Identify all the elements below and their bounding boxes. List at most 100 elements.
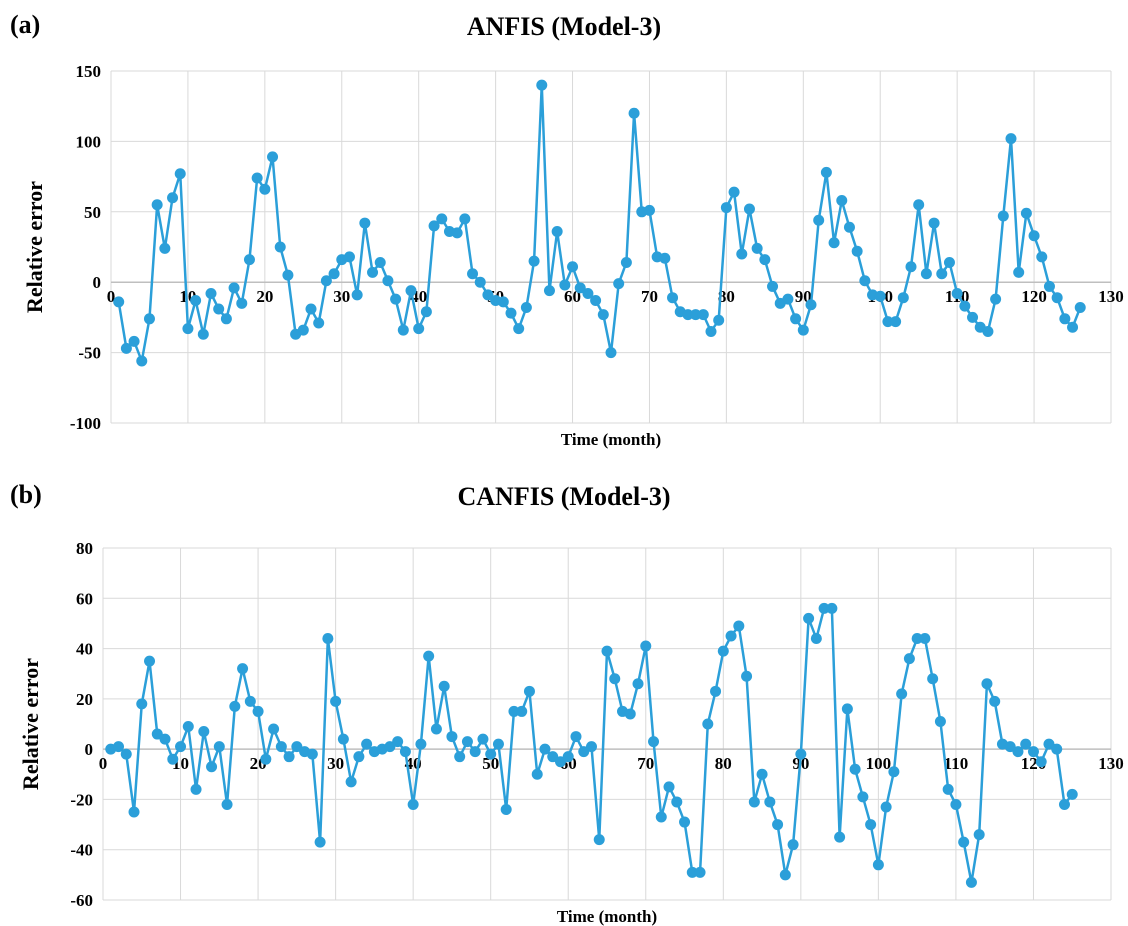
data-point (1051, 292, 1063, 304)
series-line (117, 83, 1082, 363)
x-tick-label: 50 (482, 754, 499, 773)
data-point (828, 237, 840, 249)
data-point (113, 296, 125, 308)
y-tick-label: -20 (70, 790, 93, 809)
data-point (973, 829, 985, 841)
data-point (190, 295, 202, 307)
data-point (951, 287, 963, 299)
data-point (950, 798, 962, 810)
data-point (570, 731, 582, 743)
data-point (743, 203, 755, 215)
data-point (182, 323, 194, 335)
data-point (328, 268, 340, 280)
data-point (574, 282, 586, 294)
data-point (849, 763, 861, 775)
data-point (896, 688, 908, 700)
data-point (516, 705, 528, 717)
data-point (790, 313, 802, 325)
data-point (197, 328, 209, 340)
data-point (420, 306, 432, 318)
data-point (936, 268, 948, 280)
data-point (813, 214, 825, 226)
data-point (267, 151, 279, 163)
data-point (913, 199, 925, 211)
data-point (474, 276, 486, 288)
data-point (136, 355, 148, 367)
data-point (174, 168, 186, 180)
data-point (1043, 280, 1055, 292)
data-point (482, 289, 494, 301)
data-point (539, 743, 551, 755)
data-point (859, 275, 871, 287)
y-axis-title: Relative error (22, 181, 47, 313)
data-point (764, 796, 776, 808)
data-point (967, 311, 979, 323)
data-point (128, 806, 140, 818)
data-point (705, 325, 717, 337)
data-point (857, 791, 869, 803)
data-point (353, 751, 365, 763)
data-point (841, 703, 853, 715)
data-point (843, 221, 855, 233)
data-point (620, 256, 632, 268)
data-point (605, 347, 617, 359)
data-point (268, 723, 280, 735)
x-tick-label: 30 (327, 754, 344, 773)
data-point (1020, 207, 1032, 219)
data-point (601, 645, 613, 657)
data-point (1051, 743, 1063, 755)
data-point (820, 166, 832, 178)
data-point (640, 640, 652, 652)
data-point (965, 876, 977, 888)
data-point (694, 866, 706, 878)
data-point (562, 751, 574, 763)
data-point (990, 293, 1002, 305)
y-tick-label: 0 (85, 740, 94, 759)
data-point (720, 202, 732, 214)
data-point (392, 736, 404, 748)
data-point (213, 741, 225, 753)
data-point (220, 313, 232, 325)
data-point (1020, 738, 1032, 750)
data-point (888, 766, 900, 778)
data-point (590, 295, 602, 307)
y-tick-label: 150 (76, 62, 102, 81)
data-point (632, 678, 644, 690)
data-point (872, 859, 884, 871)
data-point (337, 733, 349, 745)
data-point (469, 746, 481, 758)
data-point (826, 602, 838, 614)
data-point (1066, 788, 1078, 800)
data-point (767, 280, 779, 292)
data-point (361, 738, 373, 750)
data-point (810, 633, 822, 645)
data-point (228, 282, 240, 294)
x-tick-label: 80 (715, 754, 732, 773)
data-point (175, 741, 187, 753)
data-point (508, 705, 520, 717)
data-point (671, 796, 683, 808)
data-point (260, 753, 272, 765)
data-point (997, 210, 1009, 222)
data-point (351, 289, 363, 301)
data-point (787, 839, 799, 851)
data-point (943, 256, 955, 268)
data-point (981, 678, 993, 690)
data-point (159, 733, 171, 745)
data-point (143, 313, 155, 325)
data-point (306, 748, 318, 760)
data-point (690, 309, 702, 321)
data-point (407, 798, 419, 810)
data-point (505, 307, 517, 319)
data-point (728, 186, 740, 198)
data-point (1067, 321, 1079, 333)
data-point (497, 296, 509, 308)
chart-b-title: CANFIS (Model-3) (457, 482, 671, 511)
data-point (446, 731, 458, 743)
data-point (982, 325, 994, 337)
data-point (805, 299, 817, 311)
data-point (865, 819, 877, 831)
x-axis-title: Time (month) (557, 907, 657, 926)
data-point (128, 335, 140, 347)
data-point (206, 761, 218, 773)
